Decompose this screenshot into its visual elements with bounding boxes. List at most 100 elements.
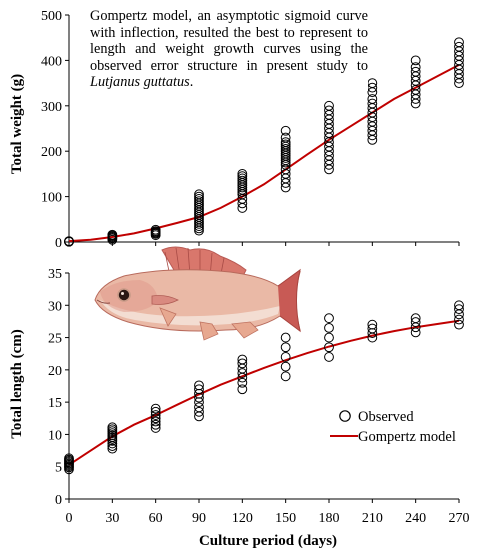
weight-y-tick-label: 400 <box>41 54 62 69</box>
length-observed-point <box>150 419 161 430</box>
weight-observed-point <box>410 55 421 66</box>
length-y-tick-label: 30 <box>48 299 62 314</box>
weight-y-tick-label: 200 <box>41 145 62 160</box>
length-observed-point <box>150 410 161 420</box>
annotation-species: Lutjanus guttatus <box>90 74 190 91</box>
length-observed-point <box>454 304 464 315</box>
weight-observed-point <box>107 229 118 240</box>
length-observed-point <box>454 309 464 320</box>
annotation-end: . <box>189 74 194 91</box>
annotation-main: Gompertz model, an asymptotic sigmoid cu… <box>90 8 368 74</box>
length-observed-point <box>150 416 161 427</box>
length-observed-point <box>150 423 161 433</box>
weight-chart: 0 100 200 300 400 500 Total weight (g) <box>9 9 464 251</box>
length-observed-point <box>107 443 118 454</box>
length-observed-point <box>237 354 248 365</box>
weight-observed-point <box>237 173 248 184</box>
weight-observed-point <box>194 189 204 200</box>
length-observed-point <box>367 323 378 334</box>
weight-observed-point <box>280 137 291 148</box>
length-observed-point <box>454 319 464 330</box>
x-axis-title: Culture period (days) <box>199 533 337 549</box>
length-observed-point <box>324 342 334 353</box>
weight-y-tick-label: 100 <box>41 191 62 206</box>
weight-observed-point <box>367 94 378 104</box>
weight-y-tick-label: 500 <box>41 9 62 24</box>
weight-observed-point <box>454 41 464 52</box>
weight-observed-point <box>324 105 334 116</box>
length-observed-point <box>410 327 421 338</box>
length-observed-point <box>237 384 248 395</box>
weight-observed-point <box>64 236 74 246</box>
weight-y-tick-label: 0 <box>55 236 62 251</box>
legend-observed-marker <box>339 410 351 422</box>
annotation-text: Gompertz model, an asymptotic sigmoid cu… <box>90 8 368 91</box>
length-x-tick-label: 180 <box>319 511 340 526</box>
red-snapper-fish-icon <box>94 246 301 341</box>
length-observed-point <box>280 342 291 353</box>
length-y-tick-label: 10 <box>48 428 62 443</box>
length-y-tick-label: 35 <box>48 267 62 282</box>
length-x-tick-label: 60 <box>149 511 163 526</box>
length-y-tick-label: 0 <box>55 493 62 508</box>
length-x-tick-label: 210 <box>362 511 383 526</box>
weight-observed-point <box>410 62 421 73</box>
length-observed-point <box>280 361 291 372</box>
weight-observed-point <box>280 125 291 136</box>
length-x-tick-label: 0 <box>66 511 73 526</box>
length-observed-point <box>454 314 464 325</box>
length-observed-point <box>280 371 291 382</box>
weight-observed-point <box>280 144 291 154</box>
weight-model-curve <box>68 64 460 243</box>
length-observed-point <box>150 413 161 424</box>
weight-axes: 0 100 200 300 400 500 <box>41 9 460 251</box>
legend-model-label: Gompertz model <box>358 429 456 445</box>
length-y-tick-label: 25 <box>48 332 62 347</box>
length-gompertz-line <box>68 319 460 466</box>
weight-observed-point <box>237 169 248 179</box>
length-observed-point <box>237 358 248 369</box>
length-x-tick-label: 30 <box>105 511 119 526</box>
weight-observed-point <box>150 224 161 235</box>
weight-y-axis-title: Total weight (g) <box>9 74 25 174</box>
length-observed-point <box>107 422 118 433</box>
length-x-tick-label: 120 <box>232 511 253 526</box>
weight-observed-point <box>324 100 334 111</box>
length-y-axis-title: Total length (cm) <box>9 329 25 438</box>
length-observed-point <box>194 402 204 413</box>
length-observed-point <box>64 453 74 464</box>
length-observed-point <box>324 332 334 343</box>
length-observed-point <box>454 300 464 311</box>
length-observed-point <box>324 322 334 333</box>
length-observed-point <box>324 352 334 362</box>
length-observed-point <box>150 406 161 417</box>
length-observed-point <box>410 313 421 324</box>
length-observed-point <box>324 313 334 324</box>
length-observed-point <box>280 332 291 343</box>
legend-observed-label: Observed <box>358 409 414 425</box>
length-observed-point <box>194 406 204 417</box>
weight-y-tick-label: 300 <box>41 100 62 115</box>
weight-gompertz-line <box>68 64 460 243</box>
length-observed-point <box>194 380 204 391</box>
weight-observed-point <box>367 98 378 109</box>
legend: Observed Gompertz model <box>330 409 456 445</box>
length-observed-point <box>367 319 378 330</box>
length-x-tick-label: 270 <box>449 511 470 526</box>
length-y-tick-label: 5 <box>55 461 62 476</box>
length-observed-points <box>64 300 464 475</box>
weight-observed-point <box>194 193 204 204</box>
length-x-tick-label: 150 <box>275 511 296 526</box>
length-axes: 0 5 10 15 20 25 30 35 0 30 60 90 120 150 180 210 240 270 <box>48 267 470 526</box>
weight-observed-point <box>194 196 204 207</box>
weight-observed-point <box>454 37 464 48</box>
length-x-tick-label: 90 <box>192 511 206 526</box>
length-y-tick-label: 15 <box>48 396 62 411</box>
weight-observed-point <box>194 191 204 202</box>
length-model-curve <box>68 319 460 466</box>
length-observed-point <box>150 403 161 414</box>
length-observed-point <box>194 384 204 395</box>
length-observed-point <box>237 377 248 388</box>
